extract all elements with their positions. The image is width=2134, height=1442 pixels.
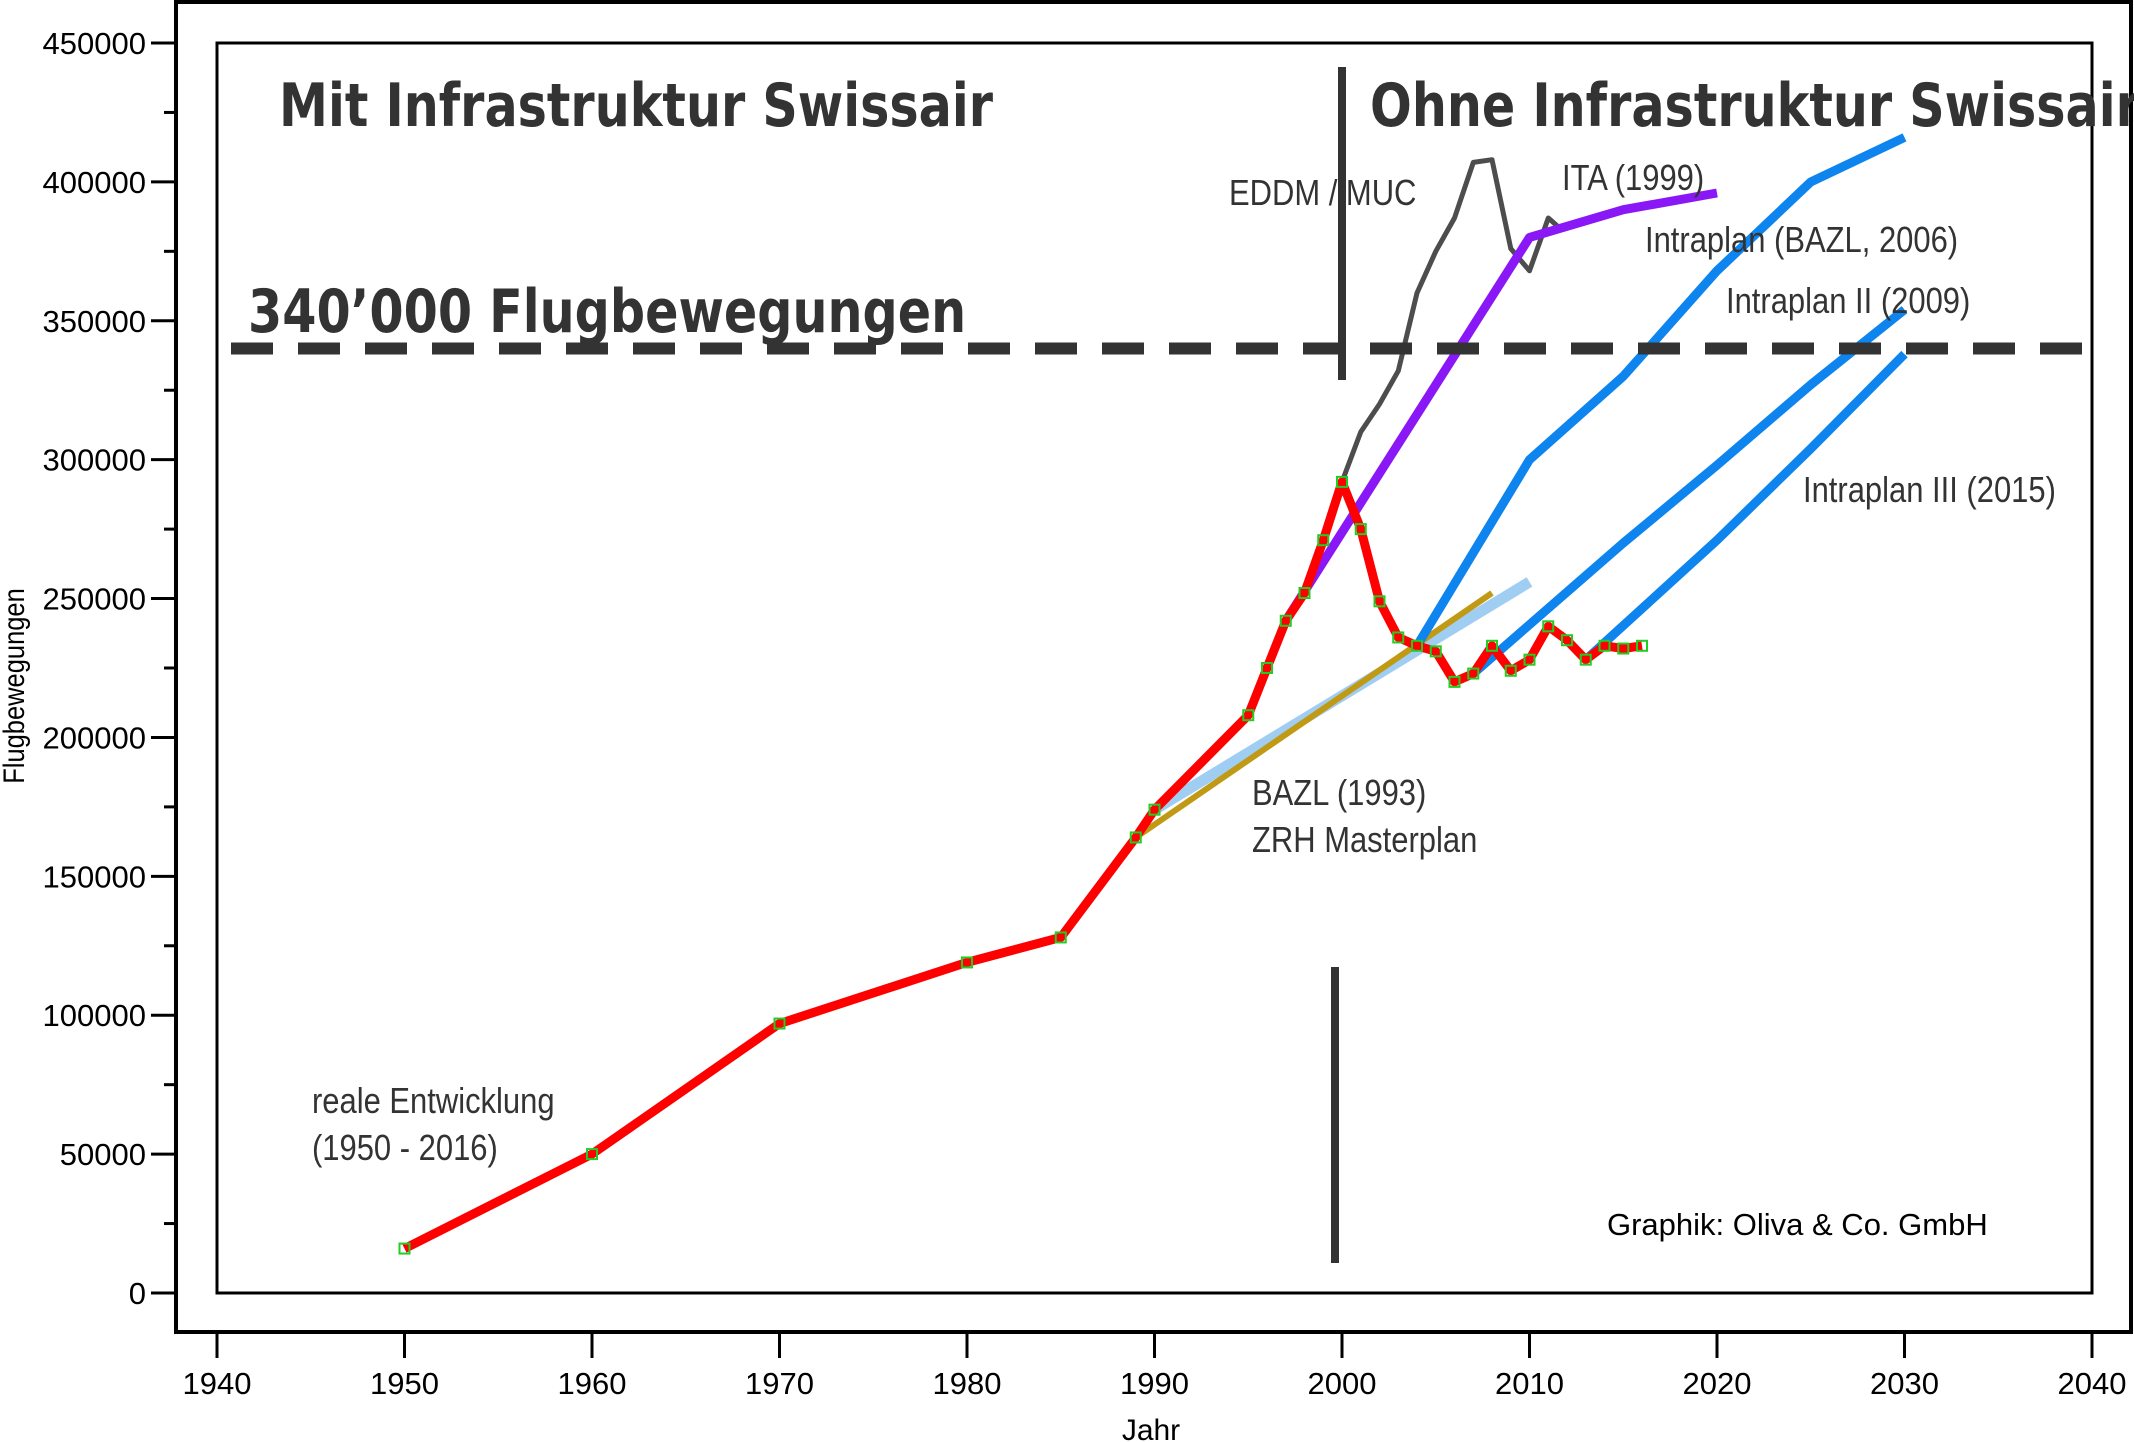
label-zrh-masterplan: ZRH Masterplan	[1252, 821, 1477, 861]
series-ita-1999	[1282, 188, 1718, 624]
region-title-right: Ohne Infrastruktur Swissair	[1370, 70, 2134, 140]
data-point-marker	[1392, 631, 1405, 644]
data-point-marker	[1617, 642, 1630, 655]
series-line-ita-1999	[1282, 188, 1718, 624]
series-line-zrh-masterplan	[1134, 590, 1494, 840]
data-point-marker	[1523, 653, 1536, 666]
credit-label: Graphik: Oliva & Co. GmbH	[1607, 1207, 1988, 1242]
x-tick-label: 1990	[1120, 1366, 1189, 1401]
data-point-marker	[1336, 475, 1348, 488]
data-point-marker	[1448, 675, 1461, 688]
y-tick-label: 100000	[43, 998, 146, 1033]
label-ita: ITA (1999)	[1562, 159, 1704, 199]
data-point-marker	[1317, 534, 1330, 547]
data-point-marker	[961, 956, 973, 969]
y-axis-title: Flugbewegungen	[0, 588, 30, 784]
data-point-marker	[773, 1017, 786, 1030]
data-point-marker	[1579, 653, 1592, 666]
y-tick-label: 0	[129, 1276, 146, 1311]
y-tick-label: 350000	[43, 304, 146, 339]
y-tick-label: 50000	[60, 1137, 146, 1172]
region-title-left: Mit Infrastruktur Swissair	[279, 70, 993, 140]
data-point-marker	[1354, 523, 1367, 536]
x-tick-label: 2030	[1870, 1366, 1939, 1401]
series-line-intraplan-iii-2015	[1582, 350, 1908, 664]
x-tick-label: 2010	[1495, 1366, 1564, 1401]
data-point-marker	[1148, 803, 1161, 816]
data-point-marker	[1598, 639, 1611, 652]
x-tick-label: 2040	[2058, 1366, 2127, 1401]
data-point-marker	[1542, 620, 1555, 633]
data-point-marker	[1561, 634, 1573, 647]
data-point-marker	[1486, 639, 1498, 652]
x-tick-label: 1960	[558, 1366, 627, 1401]
series-line-intraplan-ii-2009	[1470, 306, 1908, 677]
data-point-marker	[1129, 831, 1142, 844]
x-tick-label: 1950	[370, 1366, 439, 1401]
series-reale-entwicklung-1950-2016	[398, 475, 1648, 1255]
series-line-reale-entwicklung-1950-2016	[402, 477, 1643, 1253]
y-tick-label: 400000	[43, 165, 146, 200]
label-intraplan-iii: Intraplan III (2015)	[1803, 471, 2056, 511]
label-intraplan-ii: Intraplan II (2009)	[1726, 282, 1970, 322]
x-tick-label: 2000	[1308, 1366, 1377, 1401]
series-layer	[398, 133, 1908, 1255]
y-axis: 0 50000 100000 150000 200000 250000 300000 3500…	[43, 26, 176, 1311]
reference-line-label: 340’000 Flugbewegungen	[248, 276, 966, 346]
y-tick-label: 250000	[43, 582, 146, 617]
series-eddm-muc	[1339, 157, 1560, 483]
data-point-marker	[1636, 639, 1648, 652]
data-point-marker	[1411, 639, 1423, 652]
label-real-line2: (1950 - 2016)	[312, 1129, 498, 1169]
series-intraplan-iii-2015	[1582, 350, 1908, 664]
label-eddm-muc: EDDM / MUC	[1229, 174, 1416, 214]
data-point-marker	[1242, 709, 1255, 722]
series-line-eddm-muc	[1339, 157, 1560, 483]
data-point-marker	[1429, 645, 1442, 658]
series-intraplan-ii-2009	[1470, 306, 1908, 677]
series-line-intraplan-bazl-2006	[1413, 133, 1907, 649]
data-point-marker	[1373, 595, 1386, 608]
data-point-marker	[586, 1148, 598, 1161]
data-point-marker	[1298, 587, 1311, 599]
x-tick-label: 1980	[933, 1366, 1002, 1401]
y-tick-label: 300000	[43, 443, 146, 478]
y-tick-label: 150000	[43, 859, 146, 894]
x-axis-title: Jahr	[1122, 1414, 1180, 1442]
x-axis: 1940 1950 1960 1970 1980 1990 2000 2010 2020 2030…	[183, 1332, 2127, 1401]
data-point-marker	[398, 1242, 411, 1255]
label-intraplan: Intraplan (BAZL, 2006)	[1645, 221, 1958, 261]
data-point-marker	[1467, 667, 1480, 680]
y-tick-label: 450000	[43, 26, 146, 61]
inner-plot-frame	[215, 41, 2094, 1295]
series-zrh-masterplan	[1134, 590, 1494, 840]
label-real-line1: reale Entwicklung	[312, 1082, 555, 1122]
data-point-marker	[1279, 614, 1292, 627]
label-bazl: BAZL (1993)	[1252, 774, 1426, 814]
x-tick-label: 2020	[1683, 1366, 1752, 1401]
x-tick-label: 1940	[183, 1366, 252, 1401]
data-point-marker	[1054, 931, 1067, 944]
data-point-marker	[1504, 664, 1517, 677]
data-point-marker	[1261, 662, 1273, 674]
series-intraplan-bazl-2006	[1413, 133, 1907, 649]
x-tick-label: 1970	[745, 1366, 814, 1401]
y-tick-label: 200000	[43, 720, 146, 755]
